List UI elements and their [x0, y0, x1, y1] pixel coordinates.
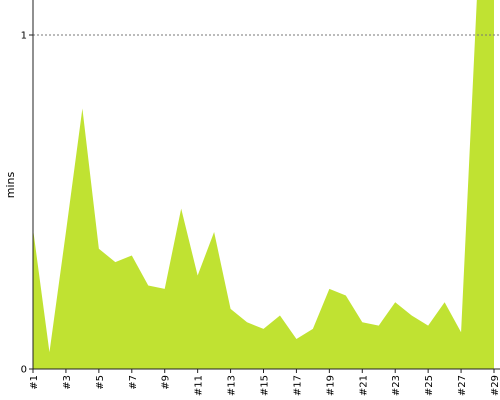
- x-tick-label: #15: [260, 375, 271, 396]
- x-tick-label: #3: [62, 375, 73, 390]
- x-tick-label: #5: [95, 375, 106, 390]
- x-tick-label: #25: [424, 375, 435, 396]
- series-area: [33, 0, 494, 369]
- y-axis-title: mins: [4, 171, 17, 198]
- x-tick-label: #1: [29, 375, 40, 390]
- x-tick-label: #27: [457, 375, 468, 396]
- x-tick-label: #29: [490, 375, 500, 396]
- x-tick-label: #13: [227, 375, 238, 396]
- x-tick-label: #17: [292, 375, 303, 396]
- x-tick-label: #19: [325, 375, 336, 396]
- y-tick-label: 1: [21, 31, 27, 42]
- x-tick-label: #23: [391, 375, 402, 396]
- x-tick-label: #21: [358, 375, 369, 396]
- x-tick-label: #7: [128, 375, 139, 390]
- x-tick-label: #9: [161, 375, 172, 390]
- y-tick-label: 0: [21, 365, 27, 376]
- x-tick-label: #11: [194, 375, 205, 396]
